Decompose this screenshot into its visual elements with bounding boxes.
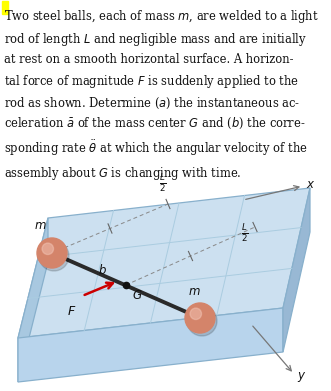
Text: $x$: $x$ <box>306 178 315 190</box>
Bar <box>2 1 8 14</box>
Circle shape <box>190 308 202 319</box>
Polygon shape <box>18 218 48 382</box>
Circle shape <box>187 306 217 336</box>
Polygon shape <box>283 188 310 352</box>
Circle shape <box>37 238 67 268</box>
Polygon shape <box>18 188 310 338</box>
Text: $F$: $F$ <box>67 305 77 318</box>
Text: $m$: $m$ <box>188 285 200 298</box>
Text: $b$: $b$ <box>98 263 107 277</box>
Text: $G$: $G$ <box>132 289 143 302</box>
Circle shape <box>42 243 54 255</box>
Polygon shape <box>18 308 283 382</box>
Circle shape <box>39 241 69 271</box>
Text: $\frac{L}{2}$: $\frac{L}{2}$ <box>159 172 167 194</box>
Text: Two steel balls, each of mass $m$, are welded to a light
rod of length $L$ and n: Two steel balls, each of mass $m$, are w… <box>4 8 319 181</box>
Text: $y$: $y$ <box>297 370 307 384</box>
Text: $m$: $m$ <box>34 219 46 232</box>
Circle shape <box>185 303 215 333</box>
Text: $\frac{L}{2}$: $\frac{L}{2}$ <box>241 222 249 244</box>
